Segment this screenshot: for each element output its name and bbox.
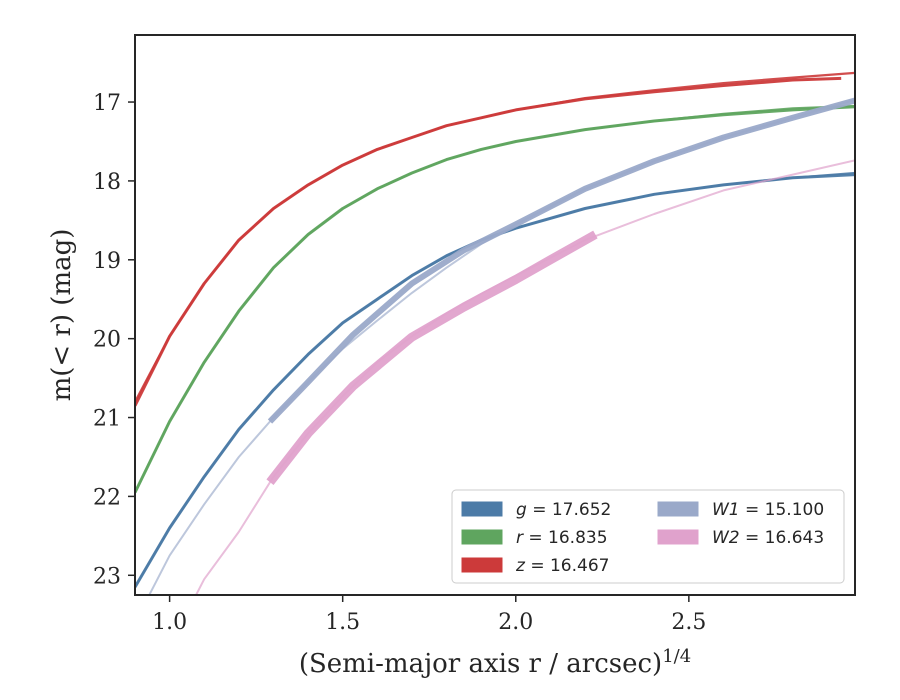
legend-swatch-w2 xyxy=(657,529,699,545)
y-axis-label: m(< r) (mag) xyxy=(47,229,77,402)
series-z-data-band xyxy=(135,76,842,407)
y-tick-label: 23 xyxy=(93,564,121,589)
series-w2-data-band xyxy=(266,230,598,485)
legend-label-r: r = 16.835 xyxy=(516,528,608,548)
y-tick-label: 17 xyxy=(93,91,121,116)
legend: g = 17.652 r = 16.835 z = 16.467 W1 = 15.10… xyxy=(451,489,845,584)
legend-label-w1: W1 = 15.100 xyxy=(712,500,824,520)
series-w1-data-band xyxy=(267,97,855,424)
y-tick-label: 21 xyxy=(93,407,121,432)
legend-label-g: g = 17.652 xyxy=(516,500,611,520)
legend-swatch-z xyxy=(461,557,503,573)
plot-frame xyxy=(134,34,856,596)
series-layer xyxy=(135,71,855,595)
y-tick-label: 19 xyxy=(93,249,121,274)
x-tick-label: 1.5 xyxy=(325,610,360,635)
x-axis-label: (Semi-major axis r / arcsec)1/4 xyxy=(299,646,691,679)
x-axis-label-superscript: 1/4 xyxy=(662,646,691,667)
y-tick-label: 20 xyxy=(93,328,121,353)
legend-swatch-w1 xyxy=(657,501,699,517)
legend-box xyxy=(451,489,845,584)
legend-swatch-r xyxy=(461,529,503,545)
x-axis-ticks: 1.0 1.5 2.0 2.5 xyxy=(152,595,706,635)
series-r-data-band xyxy=(135,105,855,494)
y-tick-label: 18 xyxy=(93,170,121,195)
x-tick-label: 1.0 xyxy=(152,610,187,635)
x-tick-label: 2.5 xyxy=(671,610,706,635)
legend-label-z: z = 16.467 xyxy=(515,556,609,576)
legend-label-w2: W2 = 16.643 xyxy=(712,528,824,548)
series-g-data-band xyxy=(135,173,855,588)
y-axis-ticks: 17 18 19 20 21 22 23 xyxy=(93,91,135,589)
y-tick-label: 22 xyxy=(93,485,121,510)
x-tick-label: 2.0 xyxy=(498,610,533,635)
legend-swatch-g xyxy=(461,501,503,517)
x-axis-label-main: (Semi-major axis r / arcsec) xyxy=(299,649,662,679)
